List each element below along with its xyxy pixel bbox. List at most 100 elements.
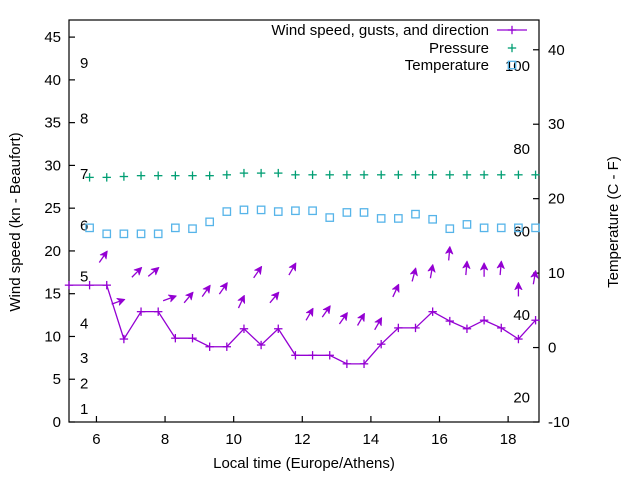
- beaufort-scale-labels: 1 2 3 4 5 6 7 8 9: [80, 55, 88, 418]
- beaufort-label: 6: [80, 217, 88, 234]
- y-axis-title: Wind speed (kn - Beaufort): [7, 132, 24, 311]
- pressure-point: [102, 173, 111, 182]
- pressure-point: [256, 168, 266, 178]
- beaufort-label: 1: [80, 401, 88, 418]
- y-axis-ticks: 0 5 10 15 20 25 30 35 40 45: [44, 29, 75, 431]
- pressure-point: [462, 170, 472, 180]
- gust-direction-arrow: [237, 294, 246, 309]
- y-tick-label: 10: [44, 328, 61, 345]
- wind-speed-point: [514, 334, 523, 344]
- legend-label: Pressure: [429, 40, 489, 57]
- x-tick-label: 14: [363, 431, 380, 448]
- wind-speed-point: [342, 359, 352, 369]
- pressure-point: [274, 168, 283, 178]
- wind-speed-point: [394, 323, 403, 333]
- wind-speed-point: [222, 342, 232, 351]
- wind-speed-point: [153, 307, 163, 316]
- gust-direction-arrow: [496, 260, 505, 276]
- gust-direction-arrow: [98, 250, 108, 263]
- temperature-point: [514, 223, 523, 233]
- gust-direction-arrow: [218, 282, 228, 295]
- beaufort-label: 7: [80, 166, 88, 183]
- y2-tick-label: 20: [548, 191, 565, 208]
- gust-direction-arrow: [480, 262, 489, 277]
- wind-speed-point: [445, 316, 455, 326]
- temperature-point: [359, 208, 369, 217]
- wind-speed-point: [411, 323, 420, 333]
- y2-tick-label: 0: [548, 340, 556, 357]
- beaufort-label: 8: [80, 110, 88, 127]
- pressure-point: [308, 170, 317, 180]
- wind-speed-point: [102, 280, 111, 290]
- y-tick-label: 5: [53, 371, 61, 388]
- temperature-point: [205, 217, 215, 227]
- series-temperature: [85, 205, 540, 239]
- wind-speed-point: [291, 351, 300, 360]
- temperature-point: [136, 229, 146, 239]
- gust-direction-arrow: [427, 264, 436, 279]
- temperature-point: [462, 220, 472, 229]
- temperature-point: [85, 223, 94, 233]
- gust-direction-arrow: [162, 294, 177, 303]
- pressure-point: [85, 173, 94, 182]
- series-wind: [64, 246, 540, 369]
- gust-direction-arrow: [183, 291, 194, 304]
- x-axis-title: Local time (Europe/Athens): [213, 455, 395, 472]
- pressure-point: [325, 170, 334, 180]
- wind-speed-point: [308, 351, 317, 360]
- temperature-point: [531, 223, 540, 233]
- pressure-point: [342, 170, 352, 180]
- gust-direction-arrow: [131, 266, 143, 278]
- temperature-point: [393, 214, 403, 223]
- wind-speed-point: [171, 333, 180, 343]
- pressure-point: [136, 171, 146, 180]
- gust-direction-arrow: [410, 267, 418, 282]
- series-pressure: [85, 168, 540, 182]
- temperature-point: [308, 206, 317, 216]
- wind-speed-point: [274, 324, 283, 333]
- gust-direction-arrow: [111, 298, 126, 306]
- pressure-point: [222, 170, 232, 180]
- y-tick-label: 20: [44, 243, 61, 260]
- temperature-point: [445, 224, 455, 234]
- legend-label: Temperature: [405, 57, 489, 74]
- wind-speed-point: [531, 316, 540, 325]
- chart-legend: Wind speed, gusts, and directionPressure…: [271, 22, 527, 74]
- y2-tick-label: 30: [548, 116, 565, 133]
- fahrenheit-label: 100: [505, 58, 530, 75]
- beaufort-label: 3: [80, 350, 88, 367]
- temperature-point: [256, 205, 266, 215]
- wind-speed-point: [136, 307, 146, 316]
- wind-speed-point: [359, 359, 369, 369]
- wind-speed-point: [325, 351, 334, 360]
- gust-direction-arrow: [392, 283, 400, 298]
- plot-border: [68, 19, 540, 423]
- pressure-point: [188, 171, 197, 180]
- x-tick-label: 10: [225, 431, 242, 448]
- wind-speed-point: [85, 280, 94, 290]
- y2-tick-label: -10: [548, 414, 570, 431]
- y2-tick-label: 10: [548, 265, 565, 282]
- temperature-point: [376, 214, 386, 223]
- y-tick-label: 40: [44, 72, 61, 89]
- gust-direction-arrow: [530, 270, 539, 285]
- temperature-point: [171, 223, 180, 233]
- pressure-point: [205, 171, 214, 180]
- wind-speed-point: [462, 324, 472, 333]
- wind-speed-point: [188, 333, 197, 343]
- pressure-point: [479, 170, 489, 180]
- gust-direction-arrow: [321, 305, 331, 318]
- y-tick-label: 30: [44, 157, 61, 174]
- temperature-point: [428, 214, 437, 224]
- pressure-point: [428, 170, 437, 180]
- pressure-point: [497, 170, 506, 180]
- legend-label: Wind speed, gusts, and direction: [271, 22, 489, 39]
- y2-axis-title: Temperature (C - F): [605, 156, 622, 288]
- gust-direction-arrow: [147, 266, 160, 277]
- wind-speed-point: [497, 323, 506, 333]
- wind-speed-point: [256, 340, 266, 350]
